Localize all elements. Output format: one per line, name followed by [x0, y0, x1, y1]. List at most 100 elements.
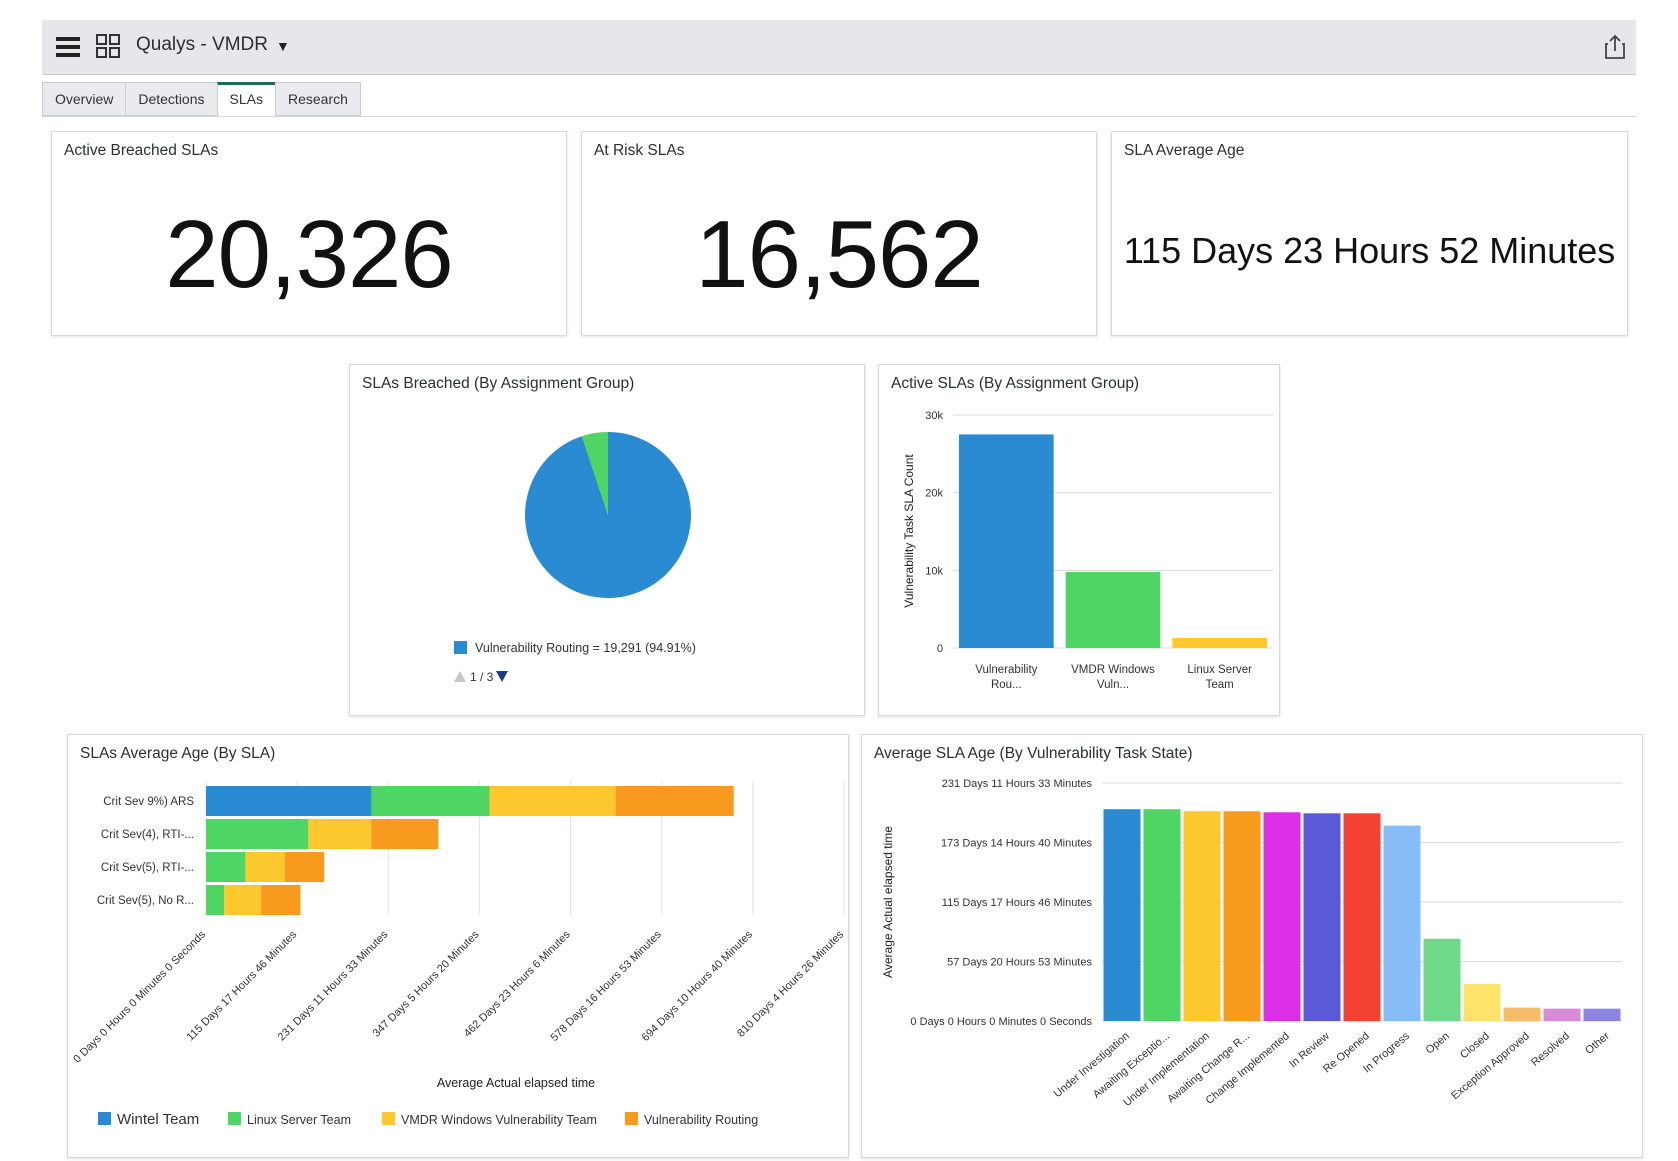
bar[interactable] [1503, 1007, 1541, 1021]
x-tick-label: Other [1583, 1030, 1612, 1057]
breached-pie-card: SLAs Breached (By Assignment Group) Vuln… [349, 364, 865, 716]
page-down-icon[interactable] [496, 671, 508, 682]
y-tick-label: Crit Sev(4), RTI-... [101, 829, 194, 841]
stacked-bar-segment[interactable] [261, 885, 301, 915]
x-tick-label: Linux Server [1187, 664, 1252, 676]
pie-chart: Vulnerability Routing = 19,291 (94.91%) … [454, 432, 696, 684]
pie-legend-label[interactable]: Vulnerability Routing = 19,291 (94.91%) [475, 641, 696, 655]
bar[interactable] [1065, 571, 1161, 648]
y-tick-label: 231 Days 11 Hours 33 Minutes [942, 778, 1093, 790]
tabs-divider [42, 116, 1636, 117]
x-tick-label: Resolved [1529, 1030, 1572, 1069]
tab-overview[interactable]: Overview [42, 82, 126, 116]
bar[interactable] [1543, 1008, 1581, 1021]
stacked-bar-segment[interactable] [615, 786, 734, 816]
tab-bar: Overview Detections SLAs Research [42, 82, 361, 118]
grid-icon[interactable] [96, 34, 120, 58]
x-tick-label: 810 Days 4 Hours 26 Minutes [735, 928, 846, 1039]
x-tick-label: 694 Days 10 Hours 40 Minutes [640, 928, 756, 1044]
tab-slas[interactable]: SLAs [216, 82, 275, 116]
x-tick-label: Exception Approved [1449, 1030, 1532, 1102]
stacked-bar-segment[interactable] [206, 786, 372, 816]
stacked-bar-segment[interactable] [206, 819, 309, 849]
dashboard-title[interactable]: Qualys - VMDR [136, 34, 268, 55]
x-axis-label: Average Actual elapsed time [437, 1076, 595, 1090]
bar[interactable] [1183, 811, 1221, 1021]
stacked-bar-segment[interactable] [371, 819, 439, 849]
x-tick-label: 347 Days 5 Hours 20 Minutes [371, 928, 482, 1039]
bar[interactable] [1463, 983, 1501, 1021]
stacked-bar-segment[interactable] [308, 819, 372, 849]
stacked-bar-segment[interactable] [489, 786, 616, 816]
kpi-at-risk[interactable]: At Risk SLAs 16,562 [581, 131, 1097, 336]
y-axis-label: Vulnerability Task SLA Count [902, 454, 916, 608]
x-tick-label: 578 Days 16 Hours 53 Minutes [549, 928, 665, 1044]
x-tick-label: Team [1206, 679, 1234, 691]
stacked-bar-segment[interactable] [224, 885, 262, 915]
bar[interactable] [1423, 938, 1461, 1021]
stacked-bar-segment[interactable] [245, 852, 285, 882]
share-icon[interactable] [1604, 34, 1626, 60]
bar[interactable] [1223, 811, 1261, 1021]
stacked-bar-segment[interactable] [206, 885, 225, 915]
tab-research[interactable]: Research [274, 82, 361, 116]
kpi-value: 20,326 [165, 201, 454, 308]
legend-label[interactable]: Linux Server Team [247, 1113, 351, 1127]
stacked-bar-segment[interactable] [371, 786, 490, 816]
x-tick-label: Open [1424, 1030, 1452, 1056]
bar[interactable] [1143, 809, 1181, 1021]
bar[interactable] [1303, 813, 1341, 1021]
chart-title: SLAs Average Age (By SLA) [80, 745, 276, 762]
stacked-bar-segment[interactable] [206, 852, 246, 882]
page-up-icon[interactable] [454, 671, 466, 682]
x-tick-label: Vuln... [1097, 679, 1129, 691]
y-axis-label: Average Actual elapsed time [881, 826, 895, 978]
pager-text: 1 / 3 [470, 670, 494, 684]
pie-slice[interactable] [581, 432, 608, 515]
bar[interactable] [1263, 812, 1301, 1021]
y-tick-label: 10k [925, 565, 943, 577]
chevron-down-icon[interactable]: ▼ [276, 38, 290, 54]
card-title: SLA Average Age [1124, 142, 1245, 159]
x-tick-label: 0 Days 0 Hours 0 Minutes 0 Seconds [71, 928, 208, 1065]
x-tick-label: Vulnerability [975, 664, 1037, 676]
legend-swatch [625, 1112, 638, 1125]
bar[interactable] [1343, 813, 1381, 1021]
y-tick-label: 0 Days 0 Hours 0 Minutes 0 Seconds [910, 1016, 1092, 1028]
app-header: Qualys - VMDR ▼ [42, 20, 1636, 75]
y-tick-label: 115 Days 17 Hours 46 Minutes [942, 897, 1093, 909]
bar[interactable] [1172, 637, 1267, 648]
bar[interactable] [1103, 809, 1141, 1021]
legend-swatch [454, 641, 467, 654]
y-tick-label: Crit Sev 9%) ARS [103, 796, 194, 808]
y-tick-label: Crit Sev(5), RTI-... [101, 862, 194, 874]
legend-label[interactable]: Wintel Team [117, 1111, 199, 1128]
bar-chart: 0 Days 0 Hours 0 Minutes 0 Seconds 57 Day… [881, 778, 1622, 1109]
y-tick-label: 173 Days 14 Hours 40 Minutes [941, 838, 1093, 850]
x-tick-label: VMDR Windows [1071, 664, 1155, 676]
card-title: At Risk SLAs [594, 142, 685, 159]
bar[interactable] [1383, 825, 1421, 1021]
legend-swatch [228, 1112, 241, 1125]
legend-label[interactable]: VMDR Windows Vulnerability Team [401, 1113, 597, 1127]
chart-title: Active SLAs (By Assignment Group) [891, 375, 1140, 392]
x-tick-label: 231 Days 11 Hours 33 Minutes [276, 928, 391, 1043]
kpi-value: 16,562 [695, 201, 984, 308]
kpi-active-breached[interactable]: Active Breached SLAs 20,326 [51, 131, 567, 336]
y-tick-label: 57 Days 20 Hours 53 Minutes [947, 957, 1092, 969]
y-tick-label: 0 [937, 643, 943, 655]
bar[interactable] [1583, 1008, 1621, 1021]
bar[interactable] [959, 434, 1054, 648]
legend-swatch [382, 1112, 395, 1125]
kpi-average-age[interactable]: SLA Average Age 115 Days 23 Hours 52 Min… [1111, 131, 1628, 336]
kpi-value: 115 Days 23 Hours 52 Minutes [1123, 230, 1616, 271]
age-by-sla-card: SLAs Average Age (By SLA) 0 Days 0 Hours… [67, 734, 849, 1158]
x-tick-label: 462 Days 23 Hours 6 Minutes [462, 928, 573, 1039]
menu-icon[interactable] [56, 37, 80, 57]
active-bar-card: Active SLAs (By Assignment Group) 0 10k 20… [878, 364, 1280, 716]
legend-label[interactable]: Vulnerability Routing [644, 1113, 758, 1127]
stacked-bar-segment[interactable] [284, 852, 325, 882]
y-tick-label: 30k [925, 410, 943, 422]
tab-detections[interactable]: Detections [125, 82, 217, 116]
x-tick-label: Rou... [991, 679, 1022, 691]
